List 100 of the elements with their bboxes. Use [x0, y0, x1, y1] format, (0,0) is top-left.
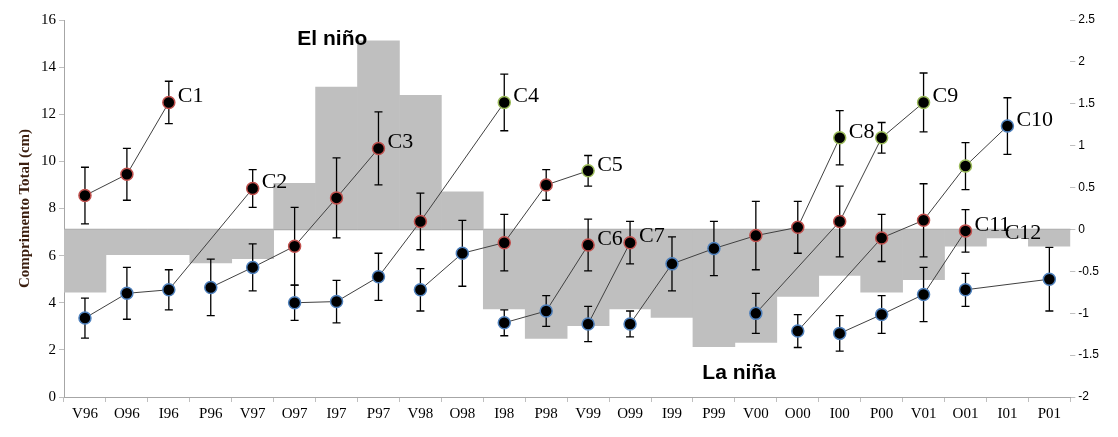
x-tick-label: O99 [617, 404, 643, 421]
point [371, 141, 386, 156]
point [623, 317, 637, 331]
x-tick-label: P98 [534, 404, 558, 421]
x-tick-label: I01 [997, 404, 1018, 421]
point [162, 283, 176, 297]
point [245, 260, 260, 275]
point [832, 214, 847, 229]
point [874, 131, 889, 145]
point [245, 181, 260, 196]
x-tick-label: I98 [494, 404, 515, 421]
x-tick-label: P97 [366, 404, 391, 421]
series-label: C7 [639, 222, 665, 248]
series-label: C6 [597, 224, 623, 250]
series-label: C5 [597, 150, 623, 176]
y2-tick-label: 0 [1078, 221, 1086, 236]
y2-tick-label: -1.5 [1078, 347, 1100, 362]
x-tick-label: O97 [281, 404, 309, 421]
point [287, 296, 302, 310]
point [329, 294, 344, 309]
point [1042, 272, 1057, 286]
point [707, 241, 721, 256]
y2-tick-label: 0.5 [1078, 179, 1096, 194]
y-axis-title: Comprimento Total (cm) [15, 128, 33, 289]
x-tick-label: V96 [72, 404, 99, 421]
point [916, 287, 931, 302]
point [581, 164, 595, 178]
point [623, 235, 637, 250]
x-tick-label: I00 [829, 404, 850, 421]
point [371, 270, 386, 284]
x-tick-label: V01 [910, 404, 937, 421]
point [329, 191, 344, 205]
point [958, 283, 973, 297]
x-tick-label: P99 [702, 404, 726, 421]
point [539, 304, 553, 318]
x-tick-label: V98 [407, 404, 434, 421]
point [581, 317, 595, 331]
point [581, 238, 595, 252]
x-tick-label: O00 [784, 404, 811, 421]
y2-tick-label: -0.5 [1078, 263, 1100, 278]
point [497, 316, 512, 330]
y-tick-label: 6 [48, 246, 57, 263]
point [120, 167, 134, 182]
point [455, 246, 470, 261]
x-tick-label: O96 [113, 404, 141, 421]
point [916, 95, 931, 110]
point [832, 326, 847, 341]
x-tick-label: V97 [239, 404, 267, 421]
x-tick-label: V99 [575, 404, 602, 421]
point [749, 306, 763, 321]
point [497, 95, 512, 110]
point [916, 213, 931, 228]
y-tick-label: 8 [48, 199, 56, 216]
x-tick-label: I99 [661, 404, 682, 421]
x-tick-label: I96 [158, 404, 180, 421]
series-label: C4 [513, 82, 539, 108]
point [874, 307, 889, 322]
point [413, 283, 428, 297]
series-label: C1 [177, 82, 204, 108]
annotation: La niña [702, 359, 777, 383]
x-tick-label: O98 [449, 404, 476, 421]
series-label: C8 [848, 117, 875, 143]
x-tick-label: P00 [869, 404, 894, 421]
x-tick-label: I97 [326, 404, 348, 421]
point [749, 228, 763, 243]
point [162, 95, 176, 110]
y2-tick-label: 1 [1078, 137, 1086, 152]
series-label: C9 [932, 82, 959, 108]
point [287, 239, 302, 253]
x-tick-label: V00 [742, 404, 769, 421]
y2-tick-label: -1 [1078, 305, 1090, 320]
point [497, 235, 512, 250]
y-tick-label: 14 [41, 58, 57, 75]
point [413, 214, 428, 229]
y2-tick-label: 1.5 [1078, 96, 1096, 111]
y-tick-label: 2 [48, 340, 56, 357]
point [958, 159, 973, 173]
point [204, 280, 218, 295]
point [665, 257, 679, 271]
annotation: El niño [297, 25, 368, 49]
x-tick-label: O01 [952, 404, 979, 421]
x-tick-label: P01 [1037, 404, 1062, 421]
x-tick-label: P96 [199, 404, 223, 421]
y-tick-label: 10 [41, 152, 56, 169]
point [791, 324, 805, 338]
point [1000, 119, 1015, 133]
point [78, 188, 92, 203]
y2-tick-label: 2.5 [1078, 12, 1096, 27]
point [120, 286, 134, 301]
y-tick-label: 16 [41, 10, 57, 27]
y2-tick-label: 2 [1078, 54, 1086, 69]
point [78, 311, 92, 325]
point [832, 131, 847, 145]
series-label: C3 [387, 128, 414, 154]
y-tick-label: 4 [48, 293, 57, 310]
point [874, 231, 889, 245]
y-tick-label: 12 [41, 105, 56, 122]
y-tick-label: 0 [48, 387, 56, 404]
series-label: C10 [1016, 105, 1054, 131]
series-label: C2 [261, 168, 288, 194]
